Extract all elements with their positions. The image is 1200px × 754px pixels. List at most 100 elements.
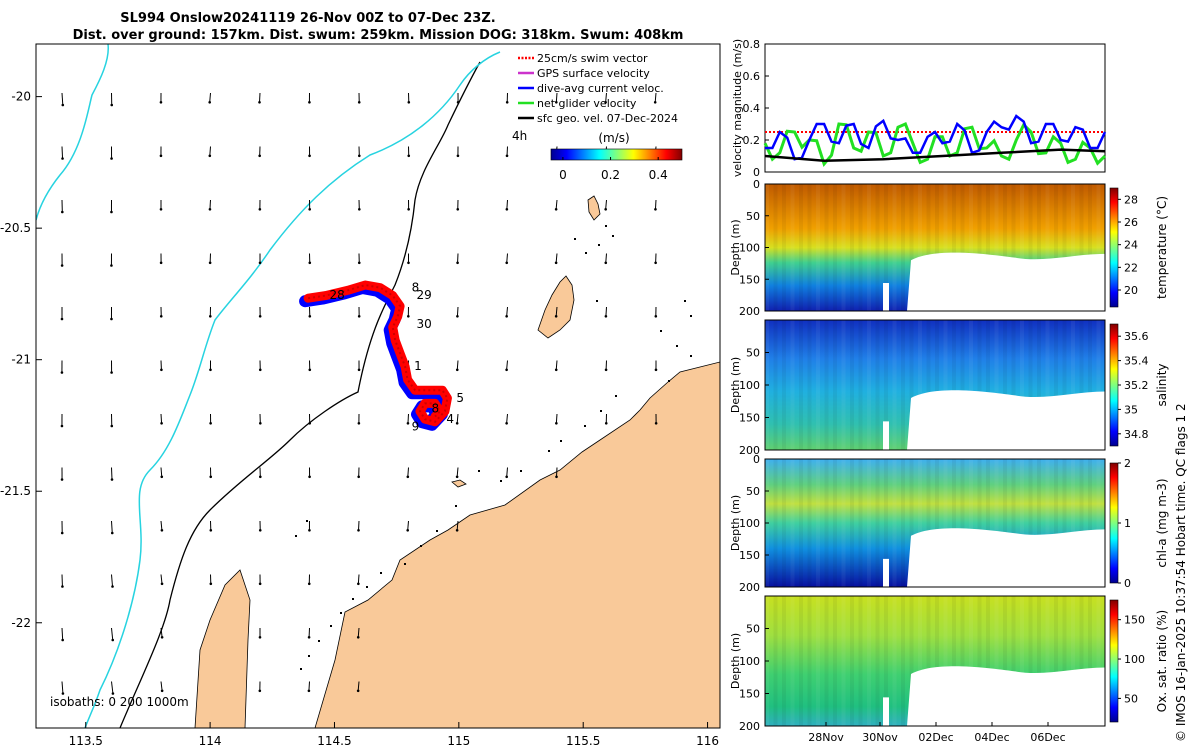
cbar-tick-label: 24	[1124, 239, 1138, 252]
cbar-tick-label: 2	[1124, 457, 1131, 470]
depth-tick-label: 200	[739, 720, 760, 733]
section-streak	[825, 320, 829, 450]
section-streak	[782, 459, 786, 587]
islet	[520, 470, 522, 472]
velocity-arrow	[507, 200, 508, 209]
velocity-arrow-head	[210, 529, 213, 532]
vel-y-tick-label: 0.2	[743, 134, 761, 147]
velocity-arrow	[161, 521, 162, 530]
velocity-arrow-head	[259, 369, 262, 372]
velocity-arrow	[556, 254, 557, 263]
velocity-arrow-head	[308, 262, 311, 265]
velocity-arrow-head	[209, 422, 212, 425]
section-streak	[799, 596, 803, 726]
velocity-arrow-head	[308, 636, 311, 639]
cbar-tick-label: 28	[1124, 193, 1138, 206]
velocity-arrow	[161, 682, 162, 691]
islet	[306, 520, 308, 522]
velocity-arrow-head	[160, 369, 163, 372]
depth-tick-label: 100	[739, 379, 760, 392]
velocity-arrow	[161, 575, 162, 584]
velocity-arrow-head	[110, 318, 113, 321]
velocity-arrow	[408, 468, 409, 477]
velocity-arrow-head	[161, 690, 164, 693]
depth-tick-label: 100	[739, 242, 760, 255]
section-streak	[876, 596, 880, 726]
section-streak	[825, 459, 829, 587]
colorbar-swatch	[551, 149, 682, 160]
velocity-arrow-head	[209, 315, 212, 318]
islet	[308, 655, 310, 657]
section-streak	[833, 596, 837, 726]
velocity-arrow-head	[505, 422, 508, 425]
velocity-arrow-head	[555, 369, 558, 372]
legend-label: net glider velocity	[537, 97, 637, 110]
section-streak	[799, 184, 803, 311]
section-streak	[859, 596, 863, 726]
islet	[598, 244, 600, 246]
depth-tick-label: 200	[739, 305, 760, 318]
islet	[478, 470, 480, 472]
islet	[455, 505, 457, 507]
section-streak	[901, 459, 905, 587]
x-tick-label: 113.5	[69, 734, 103, 748]
velocity-arrow-head	[259, 636, 262, 639]
depth-ylabel: Depth (m)	[729, 495, 742, 551]
section-streak	[791, 459, 795, 587]
velocity-arrow-head	[111, 532, 114, 535]
islet	[330, 625, 332, 627]
islet	[596, 300, 598, 302]
islet	[605, 225, 607, 227]
velocity-arrow-head	[259, 315, 262, 318]
seafloor-mask	[883, 666, 1105, 726]
velocity-arrow-head	[456, 208, 459, 211]
velocity-arrow-head	[259, 529, 262, 532]
section-streak	[842, 320, 846, 450]
velocity-arrow-head	[408, 101, 411, 104]
velocity-arrow	[210, 93, 211, 102]
velocity-arrow-head	[655, 422, 658, 425]
date-tick-label: 06Dec	[1030, 731, 1065, 744]
section-streak	[893, 596, 897, 726]
section-streak	[893, 459, 897, 587]
velocity-arrow	[210, 200, 211, 209]
depth-tick-label: 0	[753, 178, 760, 191]
cbar-label: Ox. sat. ratio (%)	[1155, 610, 1169, 712]
cbar-tick-label: 22	[1124, 261, 1138, 274]
legend-label: dive-avg current veloc.	[537, 82, 664, 95]
side-credit: © IMOS 16-Jan-2025 10:37:54 Hobart time.…	[1174, 403, 1188, 742]
cbar-tick-label: 100	[1124, 653, 1145, 666]
velocity-arrow-head	[654, 262, 657, 265]
colorbar-tick-label: 0	[559, 168, 567, 182]
depth-tick-label: 150	[739, 273, 760, 286]
velocity-arrow-head	[456, 315, 459, 318]
y-tick-label: -20.5	[0, 221, 31, 235]
islet	[560, 440, 562, 442]
velocity-arrow-head	[655, 369, 658, 372]
section-streak	[791, 320, 795, 450]
section-streak	[842, 459, 846, 587]
section-streak	[816, 596, 820, 726]
section-streak	[850, 596, 854, 726]
colorbar-tick-label: 0.2	[601, 168, 620, 182]
cbar-tick-label: 35.4	[1124, 355, 1149, 368]
cbar-tick-label: 1	[1124, 517, 1131, 530]
islet	[366, 586, 368, 588]
depth-tick-label: 150	[739, 688, 760, 701]
island-small	[452, 480, 466, 487]
section-streak	[791, 184, 795, 311]
velocity-arrow-head	[308, 155, 311, 158]
islet	[436, 530, 438, 532]
velocity-arrow-head	[160, 101, 163, 104]
section-streak	[867, 320, 871, 450]
velocity-arrow-head	[506, 101, 509, 104]
velocity-arrow-head	[160, 476, 163, 479]
day-label: 4	[446, 412, 454, 426]
velocity-arrow-head	[110, 211, 113, 214]
date-tick-label: 04Dec	[974, 731, 1009, 744]
section-colorbar	[1110, 188, 1118, 307]
velocity-arrow	[606, 254, 607, 263]
section-streak	[893, 320, 897, 450]
velocity-arrow-head	[61, 318, 64, 321]
